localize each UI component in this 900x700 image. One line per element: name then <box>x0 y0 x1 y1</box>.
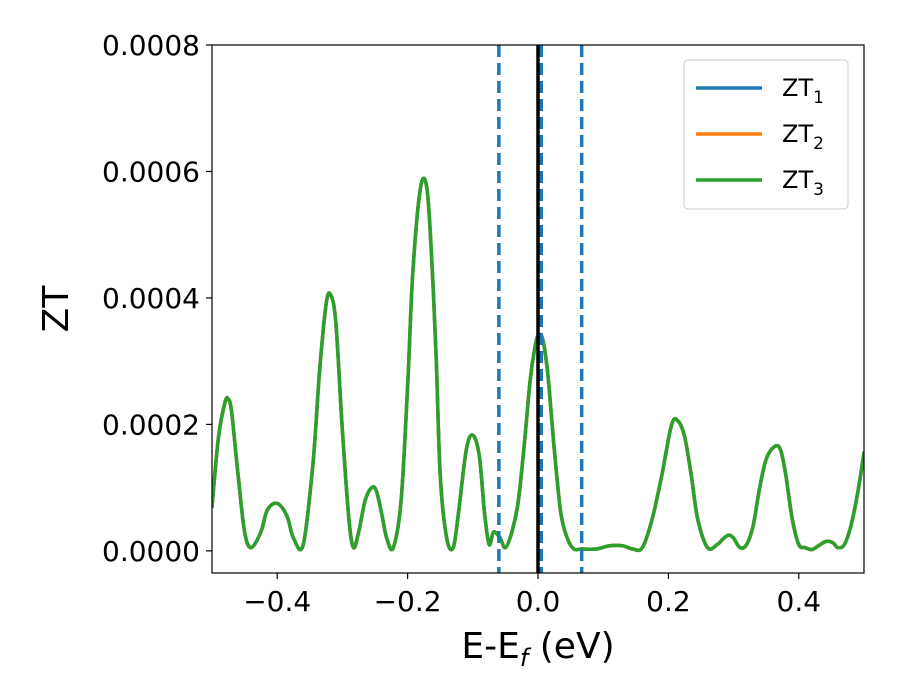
y-axis-title: ZT <box>36 285 77 333</box>
y-tick-label: 0.0006 <box>102 155 200 188</box>
x-tick-label: 0.2 <box>646 585 691 618</box>
x-tick-label: −0.2 <box>374 585 442 618</box>
y-tick-label: 0.0004 <box>102 282 200 315</box>
x-axis-title-unit: (eV) <box>528 626 614 667</box>
x-axis-ticks: −0.4 −0.2 0.0 0.2 0.4 <box>243 573 821 618</box>
x-tick-label: 0.0 <box>516 585 561 618</box>
y-tick-label: 0.0002 <box>102 408 200 441</box>
legend-label-zt3: ZT3 <box>782 166 824 200</box>
x-axis-title-main: E-E <box>461 626 519 667</box>
y-axis-ticks: 0.0000 0.0002 0.0004 0.0006 0.0008 <box>102 29 212 568</box>
legend-label-zt2: ZT2 <box>782 120 824 154</box>
y-tick-label: 0.0000 <box>102 535 200 568</box>
series-curves <box>212 176 864 553</box>
series-line-zt3 <box>212 176 864 553</box>
legend: ZT1 ZT2 ZT3 <box>683 59 849 210</box>
x-tick-label: −0.4 <box>243 585 311 618</box>
legend-box <box>683 59 849 210</box>
vertical-reference-lines <box>497 45 584 573</box>
x-tick-label: 0.4 <box>777 585 822 618</box>
legend-label-zt1: ZT1 <box>782 74 824 108</box>
x-axis-title: E-Ef (eV) <box>461 626 614 672</box>
y-tick-label: 0.0008 <box>102 29 200 62</box>
